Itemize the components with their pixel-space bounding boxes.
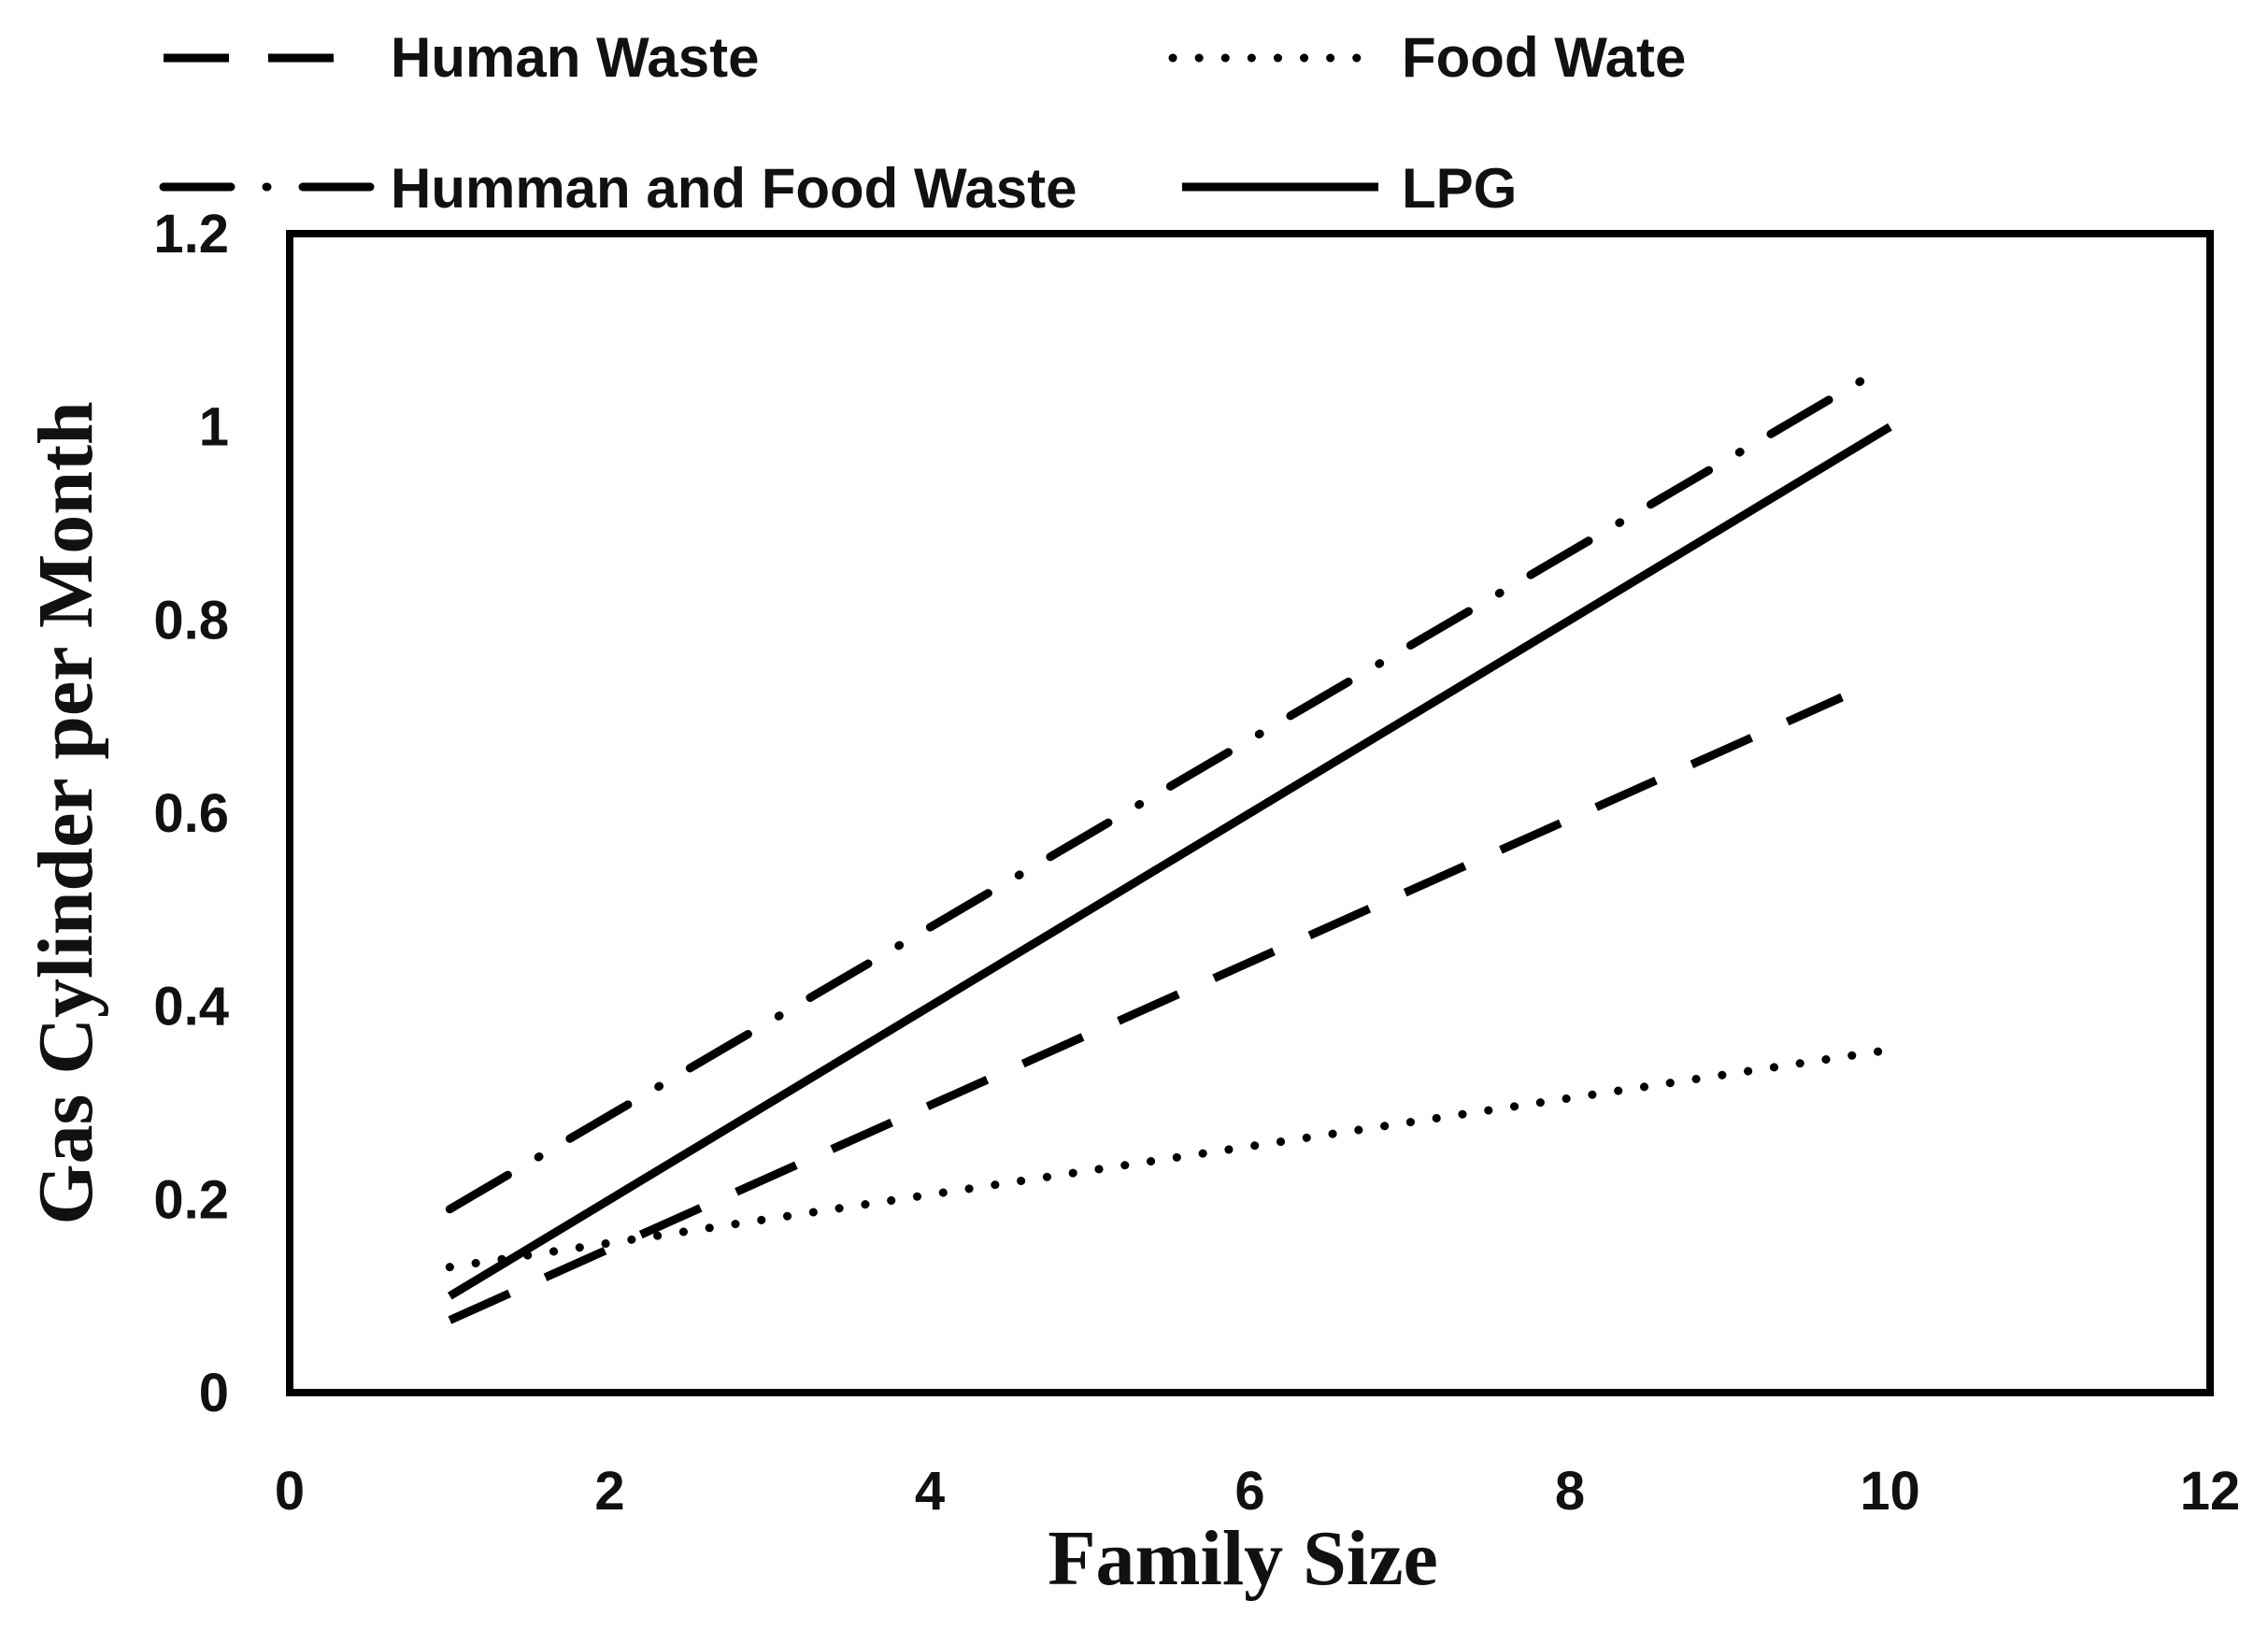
y-tick-label: 0.2 <box>153 1169 229 1230</box>
x-tick-label: 0 <box>275 1461 305 1522</box>
legend-item: LPG <box>1182 157 1517 220</box>
y-tick-label: 0.6 <box>153 783 229 844</box>
series-line-1 <box>448 693 1844 1324</box>
x-tick-label: 10 <box>1860 1461 1920 1522</box>
series-layer <box>445 360 1894 1324</box>
x-tick-label: 12 <box>2180 1461 2241 1522</box>
y-axis-title: Gas Cylinder per Month <box>22 401 109 1224</box>
x-tick-labels: 0 2 4 6 8 10 12 <box>275 1461 2240 1522</box>
x-tick-label: 4 <box>915 1461 945 1522</box>
legend-label: LPG <box>1402 157 1517 220</box>
legend: Human Waste Food Wate Humman and Food Wast… <box>159 26 1686 220</box>
legend-label: Food Wate <box>1402 26 1686 89</box>
x-tick-label: 2 <box>594 1461 624 1522</box>
y-tick-labels: 0 0.2 0.4 0.6 0.8 1 1.2 <box>153 204 229 1423</box>
legend-label: Human Waste <box>391 26 760 89</box>
legend-label: Humman and Food Waste <box>391 157 1077 220</box>
x-tick-label: 6 <box>1234 1461 1264 1522</box>
series-line-4 <box>447 422 1892 1300</box>
series-line-2 <box>445 1045 1894 1272</box>
y-tick-label: 0 <box>199 1363 229 1423</box>
x-tick-label: 8 <box>1555 1461 1585 1522</box>
y-tick-label: 0.8 <box>153 590 229 651</box>
legend-item: Human Waste <box>164 26 760 89</box>
legend-item: Humman and Food Waste <box>159 157 1077 220</box>
x-axis-title: Family Size <box>1048 1515 1438 1602</box>
y-tick-label: 1.2 <box>153 204 229 265</box>
y-tick-label: 0.4 <box>153 977 229 1037</box>
series-line-3 <box>445 360 1894 1214</box>
legend-item: Food Wate <box>1168 26 1686 89</box>
plot-area-frame <box>286 230 2214 1396</box>
y-tick-label: 1 <box>199 397 229 458</box>
